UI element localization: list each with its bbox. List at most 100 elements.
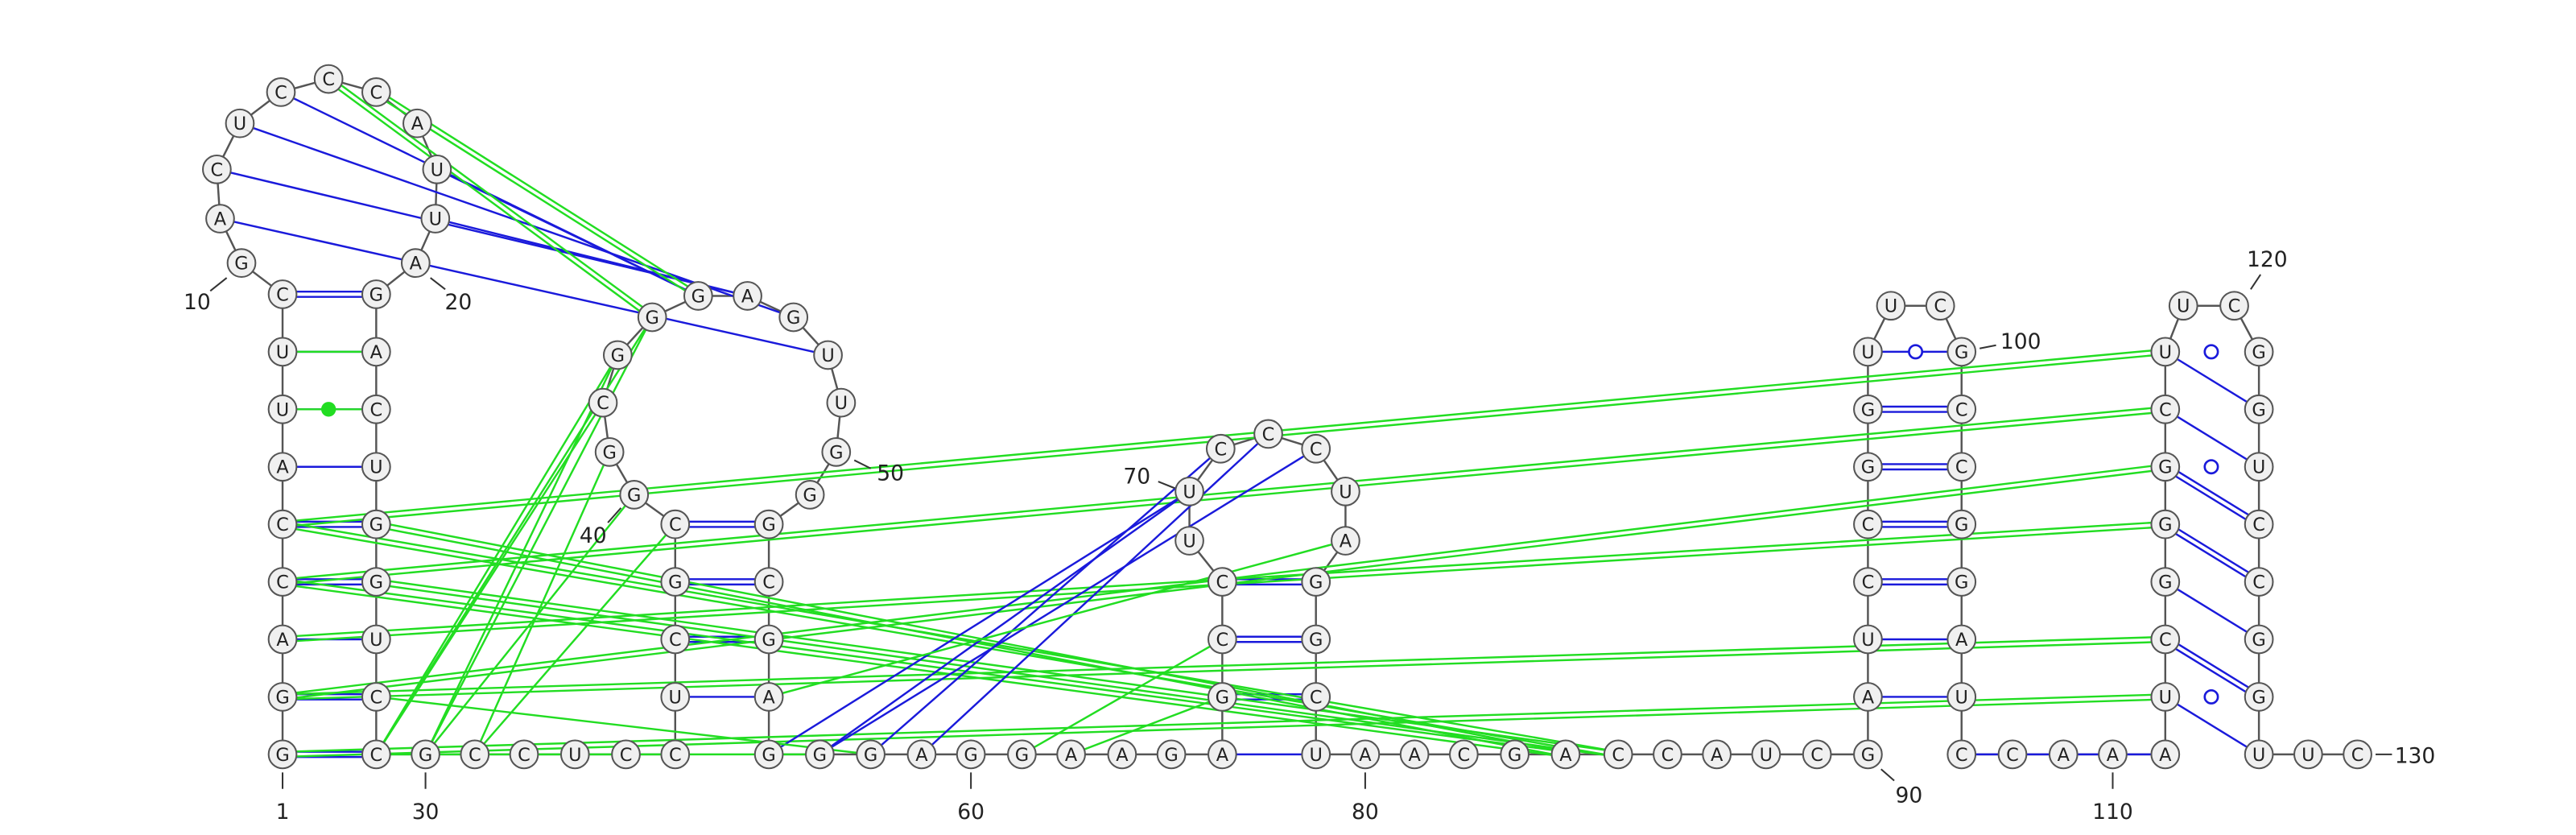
nucleotide: C [1216,573,1229,593]
nucleotide-circle [1301,739,1331,770]
nucleotide: A [2058,745,2070,766]
nucleotide-circle [2168,291,2198,321]
position-label: 60 [957,800,985,825]
nucleotide: G [1164,745,1178,766]
tertiary-pair [326,80,652,320]
tertiary-pair [768,490,1191,755]
nucleotide-circle [1946,739,1977,770]
nucleotide-circle [1946,567,1977,597]
base-pair [2165,696,2260,755]
nucleotide: A [741,287,754,308]
nucleotide: C [276,515,289,535]
nucleotide-circle [813,340,843,370]
nucleotide: G [1955,342,1968,363]
nucleotide: A [370,342,383,363]
nucleotide: G [1861,745,1875,766]
nucleotide: A [1559,745,1572,766]
nucleotide: C [1955,745,1968,766]
nucleotide: C [1458,745,1471,766]
nucleotide: G [1861,457,1875,478]
nucleotide-circle [2244,394,2274,424]
position-label: 40 [580,523,607,548]
nucleotide: A [214,209,227,230]
nucleotide: G [602,442,616,463]
nucleotide-circle [1208,682,1237,712]
nucleotide: C [1310,687,1323,708]
nucleotide: U [276,342,289,363]
nucleotide-circle [733,281,762,311]
tertiary-pair [436,168,699,297]
nucleotide-circle [2244,682,2274,712]
nucleotide: G [1955,573,1968,593]
nucleotide: U [2159,687,2172,708]
nucleotide-circle [2343,739,2372,770]
nucleotide-circle [267,394,298,424]
nucleotide-circle [1853,337,1883,367]
nucleotide: C [669,745,682,766]
nucleotide: C [1662,745,1674,766]
nucleotide-circle [1350,739,1381,770]
tertiary-pair [282,583,1566,759]
nucleotide-circle [611,739,641,770]
nucleotide: C [1214,439,1227,460]
position-label: 1 [276,800,290,825]
nucleotide-circle [1946,624,1977,655]
nucleotide-circle [361,509,391,539]
nucleotide-circle [460,739,490,770]
tertiary-pair [282,406,2165,581]
nucleotide: G [1309,630,1323,651]
nucleotide-circle [588,387,618,418]
nucleotide: G [627,485,641,506]
nucleotide: C [2006,745,2019,766]
nucleotide: U [431,159,444,180]
nucleotide-circle [1946,682,1977,712]
nucleotide: C [1955,399,1968,420]
nucleotide: G [369,573,383,593]
nucleotide: C [276,284,289,305]
nucleotide: C [1934,296,1946,317]
nucleotide: G [611,345,625,366]
pair-marker [2203,459,2219,475]
nucleotide-circle [267,739,298,770]
nucleotide: G [275,745,289,766]
nucleotide-circle [2244,509,2274,539]
nucleotide: U [1183,482,1195,502]
nucleotide-circle [1174,526,1204,556]
label-tick [1880,768,1895,782]
nucleotide: C [370,687,383,708]
nucleotide-circle [2244,452,2274,482]
base-pair [2163,468,2259,527]
nucleotide-circle [1205,433,1236,464]
nucleotide: U [369,457,382,478]
nucleotide-circle [1853,394,1883,424]
nucleotide: C [370,745,383,766]
nucleotide-circle [660,509,691,539]
nucleotide-circle [1156,739,1187,770]
nucleotide-circle [361,682,391,712]
label-tick [430,277,446,291]
tertiary-pair [375,354,619,755]
nucleotide: G [2252,342,2265,363]
nucleotide-circle [361,77,391,107]
nucleotide: U [369,630,382,651]
tertiary-pair [375,583,1618,759]
position-label: 20 [445,290,473,315]
tertiary-pair [1021,638,1223,755]
nucleotide-circle [420,204,451,234]
tertiary-pair [282,635,2165,696]
nucleotide: C [2252,573,2265,593]
nucleotide-circle [1007,739,1037,770]
nucleotide: U [1339,482,1352,502]
nucleotide-circle [2150,452,2181,482]
nucleotide-circle [2150,567,2181,597]
nucleotide-circle [2150,739,2181,770]
nucleotide-circle [267,279,298,309]
nucleotide: U [1861,630,1874,651]
nucleotide-circle [2293,739,2323,770]
nucleotide: C [1862,573,1875,593]
nucleotide: A [410,254,423,275]
tertiary-pair [869,448,1222,755]
nucleotide-circle [683,281,713,311]
nucleotide-circle [753,624,784,655]
nucleotide: U [2252,745,2265,766]
